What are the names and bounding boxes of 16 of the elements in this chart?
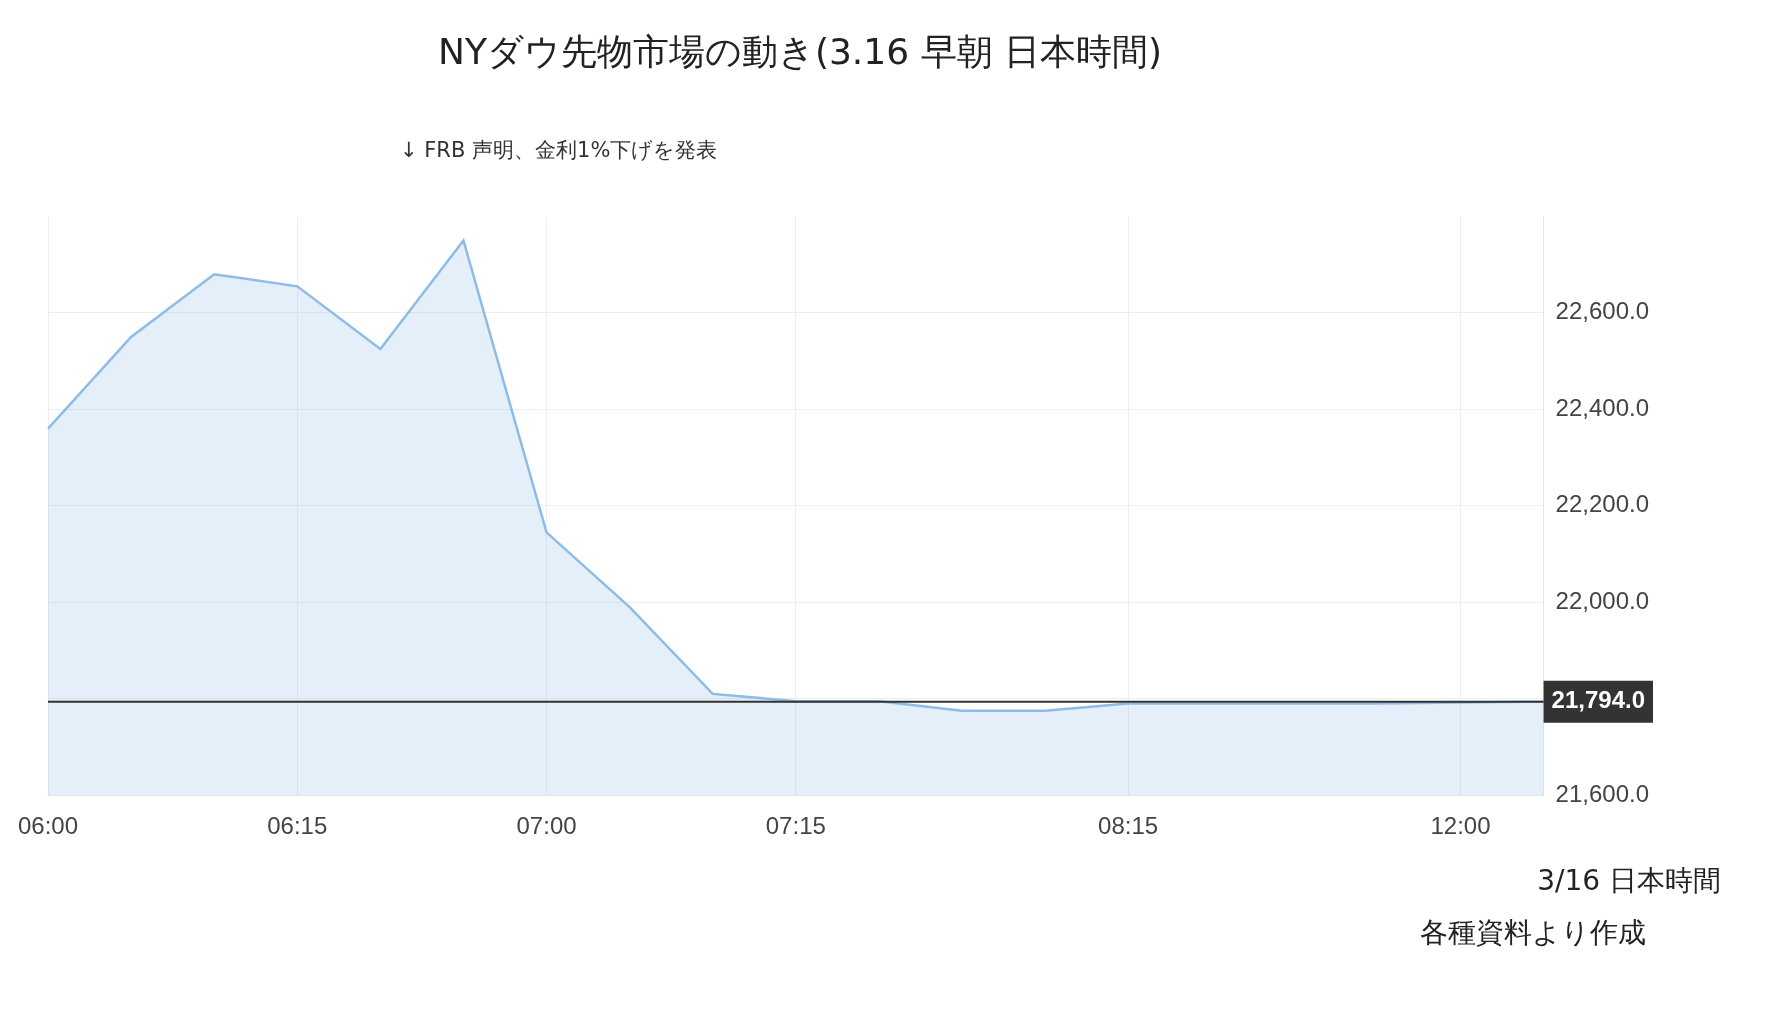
x-tick-label: 12:00	[1430, 812, 1491, 840]
y-tick-label: 22,000.0	[1555, 586, 1649, 614]
ref-line-label: 21,794.0	[1551, 686, 1645, 714]
y-tick-label: 22,400.0	[1555, 393, 1649, 421]
text: ↓ FRB 声明、金利1%下げを発表	[400, 137, 718, 164]
x-tick-label: 06:15	[267, 812, 328, 840]
y-tick-label: 21,600.0	[1555, 779, 1649, 807]
x-axis-title: 3/16 日本時間	[1537, 863, 1721, 899]
x-tick-label: 06:00	[18, 812, 79, 840]
y-tick-label: 22,200.0	[1555, 490, 1649, 518]
chart-title: NYダウ先物市場の動き(3.16 早朝 日本時間)	[436, 30, 1164, 74]
x-tick-label: 08:15	[1098, 812, 1159, 840]
y-tick-label: 22,600.0	[1555, 297, 1649, 325]
x-tick-label: 07:15	[765, 812, 826, 840]
x-tick-label: 07:00	[516, 812, 577, 840]
text: 各種資料より作成	[1420, 915, 1646, 951]
